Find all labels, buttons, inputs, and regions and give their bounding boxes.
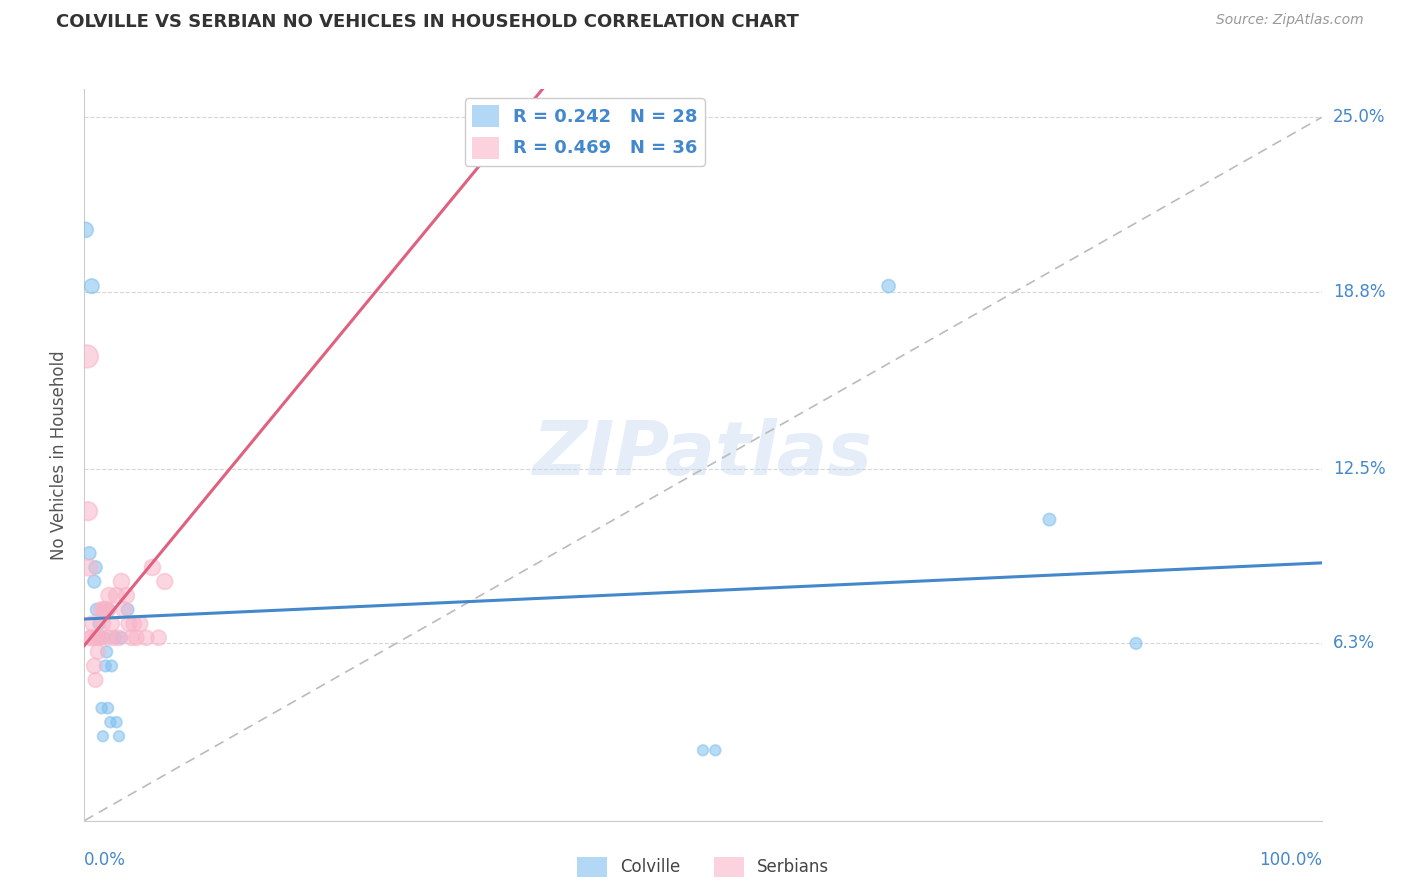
Point	[94, 602, 117, 616]
Point	[91, 616, 114, 631]
Point	[86, 602, 108, 616]
Point	[76, 350, 98, 364]
Point	[153, 574, 176, 589]
Point	[83, 574, 105, 589]
Point	[93, 602, 115, 616]
Point	[79, 631, 101, 645]
Point	[110, 631, 132, 645]
Point	[89, 631, 111, 645]
Point	[87, 645, 110, 659]
Point	[82, 616, 104, 631]
Point	[77, 504, 100, 518]
Point	[506, 54, 529, 68]
Point	[75, 223, 97, 237]
Point	[1125, 636, 1147, 650]
Point	[96, 645, 118, 659]
Point	[96, 602, 118, 616]
Point	[87, 631, 110, 645]
Point	[108, 631, 131, 645]
Text: 18.8%: 18.8%	[1333, 283, 1385, 301]
Point	[84, 560, 107, 574]
Point	[1038, 513, 1060, 527]
Point	[103, 631, 125, 645]
Point	[125, 631, 148, 645]
Text: 25.0%: 25.0%	[1333, 108, 1385, 127]
Point	[112, 602, 135, 616]
Point	[91, 729, 114, 743]
Point	[105, 715, 128, 730]
Point	[110, 574, 132, 589]
Point	[89, 631, 111, 645]
Point	[90, 701, 112, 715]
Point	[80, 279, 103, 293]
Text: ZIPatlas: ZIPatlas	[533, 418, 873, 491]
Point	[79, 546, 101, 560]
Text: 0.0%: 0.0%	[84, 851, 127, 869]
Point	[100, 616, 122, 631]
Point	[100, 659, 122, 673]
Point	[86, 631, 108, 645]
Point	[135, 631, 157, 645]
Point	[877, 279, 900, 293]
Point	[108, 729, 131, 743]
Legend: R = 0.242   N = 28, R = 0.469   N = 36: R = 0.242 N = 28, R = 0.469 N = 36	[464, 98, 704, 166]
Point	[118, 616, 141, 631]
Point	[692, 743, 714, 757]
Point	[97, 701, 120, 715]
Point	[98, 602, 121, 616]
Text: 12.5%: 12.5%	[1333, 460, 1385, 478]
Point	[97, 631, 120, 645]
Point	[83, 659, 105, 673]
Point	[115, 589, 138, 603]
Text: COLVILLE VS SERBIAN NO VEHICLES IN HOUSEHOLD CORRELATION CHART: COLVILLE VS SERBIAN NO VEHICLES IN HOUSE…	[56, 13, 799, 31]
Point	[89, 631, 111, 645]
Point	[98, 715, 121, 730]
Point	[148, 631, 170, 645]
Point	[104, 631, 127, 645]
Point	[117, 602, 139, 616]
Text: Source: ZipAtlas.com: Source: ZipAtlas.com	[1216, 13, 1364, 28]
Point	[80, 631, 103, 645]
Y-axis label: No Vehicles in Household: No Vehicles in Household	[51, 350, 69, 560]
Text: 6.3%: 6.3%	[1333, 634, 1375, 652]
Legend: Colville, Serbians: Colville, Serbians	[571, 850, 835, 884]
Point	[90, 602, 112, 616]
Text: 100.0%: 100.0%	[1258, 851, 1322, 869]
Point	[93, 631, 115, 645]
Point	[129, 616, 152, 631]
Point	[122, 616, 145, 631]
Point	[89, 616, 111, 631]
Point	[84, 673, 107, 687]
Point	[98, 589, 121, 603]
Point	[141, 560, 163, 574]
Point	[79, 560, 101, 574]
Point	[105, 589, 128, 603]
Point	[94, 659, 117, 673]
Point	[704, 743, 727, 757]
Point	[120, 631, 142, 645]
